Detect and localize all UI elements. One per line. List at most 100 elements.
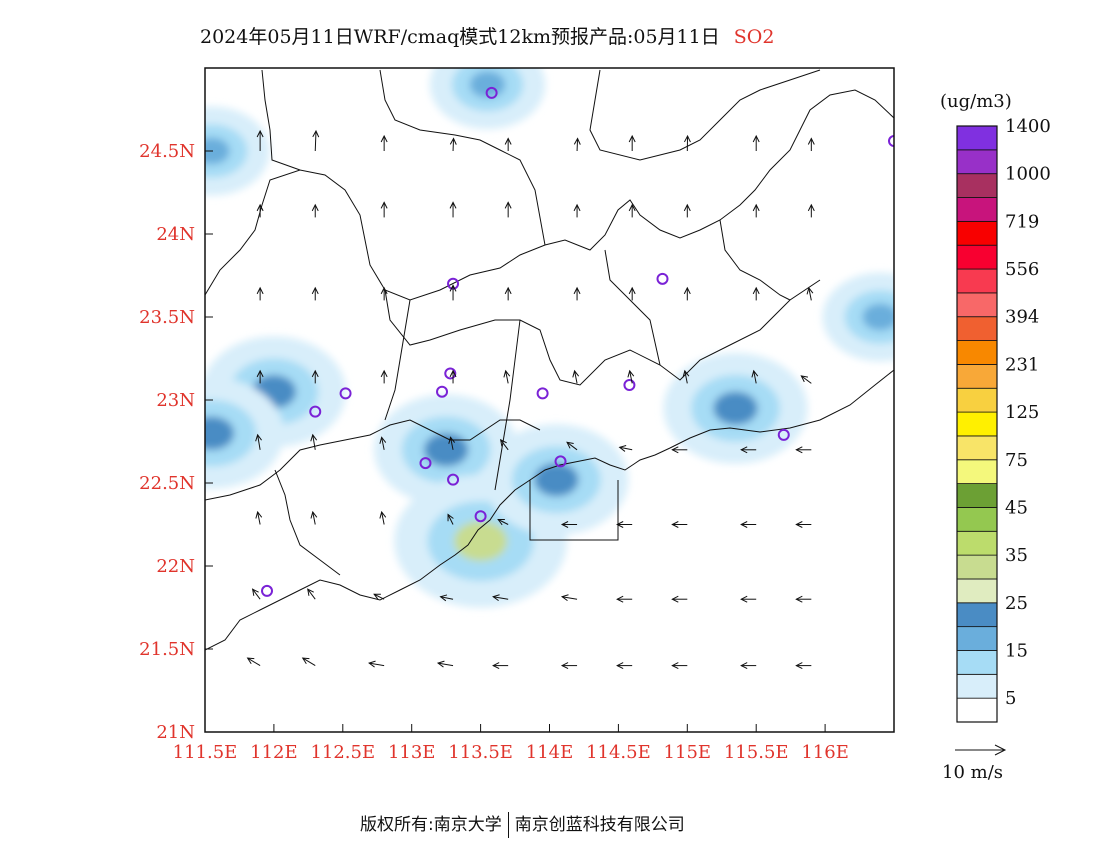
wind-arrow: [751, 369, 759, 384]
wind-arrow: [671, 595, 688, 603]
wind-arrow: [795, 595, 812, 603]
wind-arrow-head: [499, 438, 507, 447]
province-boundary: [604, 249, 661, 366]
wind-arrow: [449, 369, 457, 384]
wind-arrow-head: [311, 286, 319, 295]
concentration-blob-core: [454, 521, 508, 562]
wind-arrow-shaft: [440, 596, 454, 600]
wind-arrow-shaft: [561, 596, 578, 600]
wind-arrow-shaft: [619, 446, 633, 451]
wind-arrow-head: [449, 284, 457, 292]
wind-arrow-head: [256, 286, 264, 295]
colorbar-swatch: [956, 220, 998, 246]
wind-arrow: [256, 369, 264, 384]
colorbar: 5 15 25 35 45 75 125 231 394 556 719 1000 1400: [956, 116, 1051, 723]
boundary-lines: [205, 69, 894, 651]
station-marker: [339, 387, 352, 400]
wind-arrow-shaft: [312, 434, 316, 450]
wind-arrow-head: [312, 129, 320, 138]
wind-arrow-head: [616, 595, 624, 603]
wind-arrow-head: [628, 203, 636, 212]
wind-arrow-head: [616, 521, 624, 528]
station-marker: [777, 428, 790, 441]
station-marker: [656, 272, 669, 285]
wind-arrow-shaft: [373, 593, 385, 600]
y-tick-label: 21.5N: [139, 639, 195, 660]
wind-arrow: [628, 203, 636, 218]
wind-arrow-head: [368, 660, 376, 668]
colorbar-swatch: [956, 244, 998, 270]
province-boundary: [274, 469, 341, 576]
wind-arrow-head: [740, 446, 748, 454]
wind-arrow: [752, 203, 760, 218]
wind-arrow-shaft: [447, 514, 454, 525]
wind-arrow: [627, 369, 635, 384]
wind-arrow-shaft: [505, 370, 509, 384]
wind-arrow-shaft: [500, 439, 509, 451]
wind-arrow-shaft: [497, 519, 509, 525]
wind-arrow: [504, 286, 512, 301]
colorbar-swatch: [956, 125, 998, 151]
wind-arrow-shaft: [307, 588, 316, 600]
wind-arrow-head: [807, 203, 815, 212]
wind-arrow: [806, 286, 814, 301]
colorbar-swatch: [956, 673, 998, 699]
station-marker: [474, 510, 487, 523]
wind-arrow-shaft: [566, 441, 578, 451]
wind-arrow: [492, 594, 509, 602]
wind-arrow: [795, 521, 812, 528]
station-marker: [261, 584, 274, 597]
station-marker: [623, 379, 636, 392]
station-marker: [436, 385, 449, 398]
colorbar-swatch: [956, 149, 998, 175]
colorbar-swatch: [956, 483, 998, 508]
station-marker: [944, 304, 954, 314]
y-tick-label: 22.5N: [139, 473, 195, 494]
wind-arrow: [246, 657, 261, 667]
station-marker: [444, 367, 457, 380]
wind-arrow: [256, 286, 264, 301]
province-boundary: [589, 69, 821, 161]
wind-arrow-head: [573, 203, 581, 212]
wind-arrow-head: [251, 588, 259, 596]
wind-arrow: [379, 510, 387, 525]
wind-arrow-head: [566, 441, 574, 449]
wind-arrow-head: [795, 521, 803, 528]
wind-arrow: [682, 369, 690, 384]
x-tick-label: 112.5E: [310, 742, 375, 763]
colorbar-swatch: [956, 530, 998, 556]
wind-arrow-head: [301, 657, 310, 665]
wind-arrow: [311, 369, 319, 384]
wind-arrow-head: [795, 662, 803, 670]
wind-arrow: [566, 441, 578, 451]
y-axis: 21N 21.5N 22N 22.5N 23N 23.5N 24N 24.5N: [139, 141, 213, 743]
province-boundary: [261, 69, 301, 171]
wind-arrow: [560, 594, 578, 602]
wind-arrow: [628, 286, 636, 301]
station-layer: [261, 86, 954, 597]
wind-arrow: [499, 438, 509, 451]
wind-arrow: [504, 137, 512, 151]
x-tick-label: 112E: [250, 742, 298, 763]
station-marker: [485, 86, 498, 99]
colorbar-tick-label: 556: [1005, 259, 1039, 280]
plot-area: [205, 68, 954, 732]
copyright-company: 南京创蓝科技有限公司: [514, 815, 685, 835]
wind-arrow-head: [684, 134, 691, 143]
wind-arrow-head: [806, 286, 814, 295]
wind-arrow: [311, 286, 319, 301]
wind-arrow: [740, 595, 757, 603]
x-tick-label: 115.5E: [724, 742, 789, 763]
wind-arrow-head: [683, 286, 691, 295]
wind-arrow-head: [246, 657, 255, 665]
concentration-blob-core: [423, 433, 469, 467]
wind-arrow-head: [560, 662, 569, 670]
colorbar-swatch: [956, 197, 998, 222]
wind-arrow: [800, 375, 812, 384]
wind-arrow: [752, 286, 760, 301]
wind-arrow: [671, 662, 688, 670]
wind-arrow-head: [504, 137, 512, 145]
province-boundary: [719, 219, 791, 301]
wind-arrow: [628, 134, 636, 151]
wind-arrow: [807, 203, 815, 218]
